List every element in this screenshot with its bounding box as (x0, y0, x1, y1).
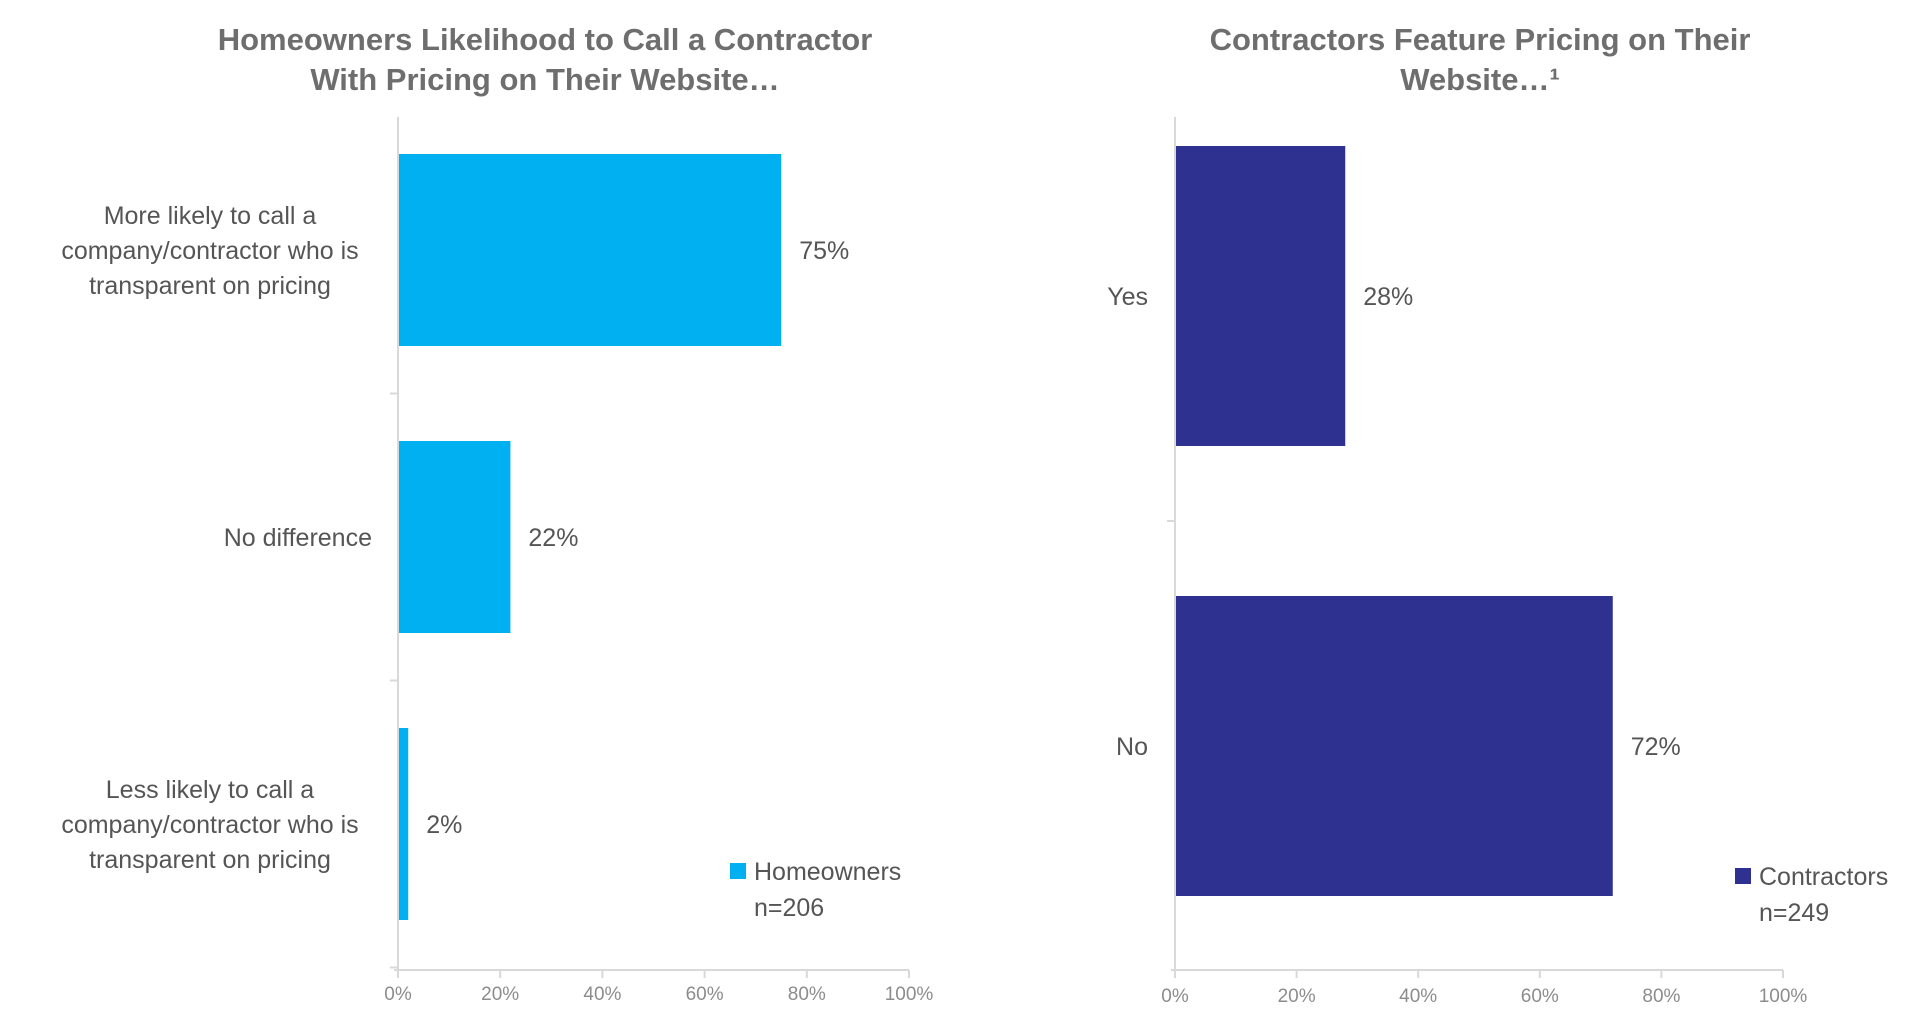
chart-1-category-label-line: More likely to call a (104, 202, 317, 230)
chart-1-value-label: 75% (799, 237, 849, 265)
chart-2-legend-swatch (1735, 868, 1751, 884)
chart-2-value-label: 28% (1363, 283, 1413, 311)
chart-2-legend-note: n=249 (1759, 899, 1829, 927)
chart-1-legend-swatch (730, 863, 746, 879)
chart-2-bar (1176, 146, 1346, 446)
chart-1-value-label: 22% (528, 524, 578, 552)
chart-1-category-label: Less likely to call a company/contractor … (61, 776, 358, 874)
chart-2-bar (1176, 596, 1613, 896)
chart-1-category-label: No difference (224, 524, 372, 552)
chart-1-title-line-2: With Pricing on Their Website… (310, 62, 780, 97)
chart-1-legend-note: n=206 (754, 894, 824, 922)
chart-1-category-label-line: transparent on pricing (89, 272, 331, 300)
chart-2-category-label: Yes (1107, 283, 1148, 311)
chart-2-value-label: 72% (1631, 733, 1681, 761)
chart-2-title-line-2: Website…¹ (1400, 62, 1560, 97)
chart-1-category-label-line: company/contractor who is (61, 237, 358, 265)
chart-1-category-label-line: transparent on pricing (89, 846, 331, 874)
chart-1-bar (399, 154, 782, 346)
chart-2-title: Contractors Feature Pricing on Their Web… (1130, 20, 1830, 100)
chart-1-x-tick-label: 100% (885, 984, 934, 1005)
chart-1-bar (399, 441, 511, 633)
chart-1-value-label: 2% (426, 811, 462, 839)
chart-2-legend-label: Contractors (1759, 863, 1888, 891)
chart-2-x-tick-label: 60% (1521, 986, 1559, 1007)
chart-1-title-line-1: Homeowners Likelihood to Call a Contract… (217, 22, 873, 57)
chart-2-x-tick-label: 20% (1278, 986, 1316, 1007)
chart-1-category-label-line: No difference (224, 524, 372, 552)
chart-2-category-label-line: Yes (1107, 283, 1148, 311)
chart-2-x-tick-label: 100% (1759, 986, 1808, 1007)
chart-2-title-line-1: Contractors Feature Pricing on Their (1209, 22, 1751, 57)
chart-1-x-tick-label: 60% (686, 984, 724, 1005)
chart-1-category-label-line: company/contractor who is (61, 811, 358, 839)
chart-1-category-label-line: Less likely to call a (106, 776, 315, 804)
chart-2-x-tick-label: 40% (1399, 986, 1437, 1007)
chart-1-x-tick-label: 80% (788, 984, 826, 1005)
chart-1-legend-label: Homeowners (754, 858, 901, 886)
chart-1-category-label: More likely to call a company/contractor … (61, 202, 358, 300)
chart-2-category-label-line: No (1116, 733, 1148, 761)
chart-1-x-tick-label: 40% (583, 984, 621, 1005)
chart-1-x-tick-label: 20% (481, 984, 519, 1005)
chart-2-x-tick-label: 80% (1642, 986, 1680, 1007)
chart-2-x-tick-label: 0% (1161, 986, 1189, 1007)
chart-2-category-label: No (1116, 733, 1148, 761)
chart-1-x-tick-label: 0% (384, 984, 412, 1005)
chart-1-title: Homeowners Likelihood to Call a Contract… (130, 20, 960, 100)
chart-1-bar (399, 728, 409, 920)
